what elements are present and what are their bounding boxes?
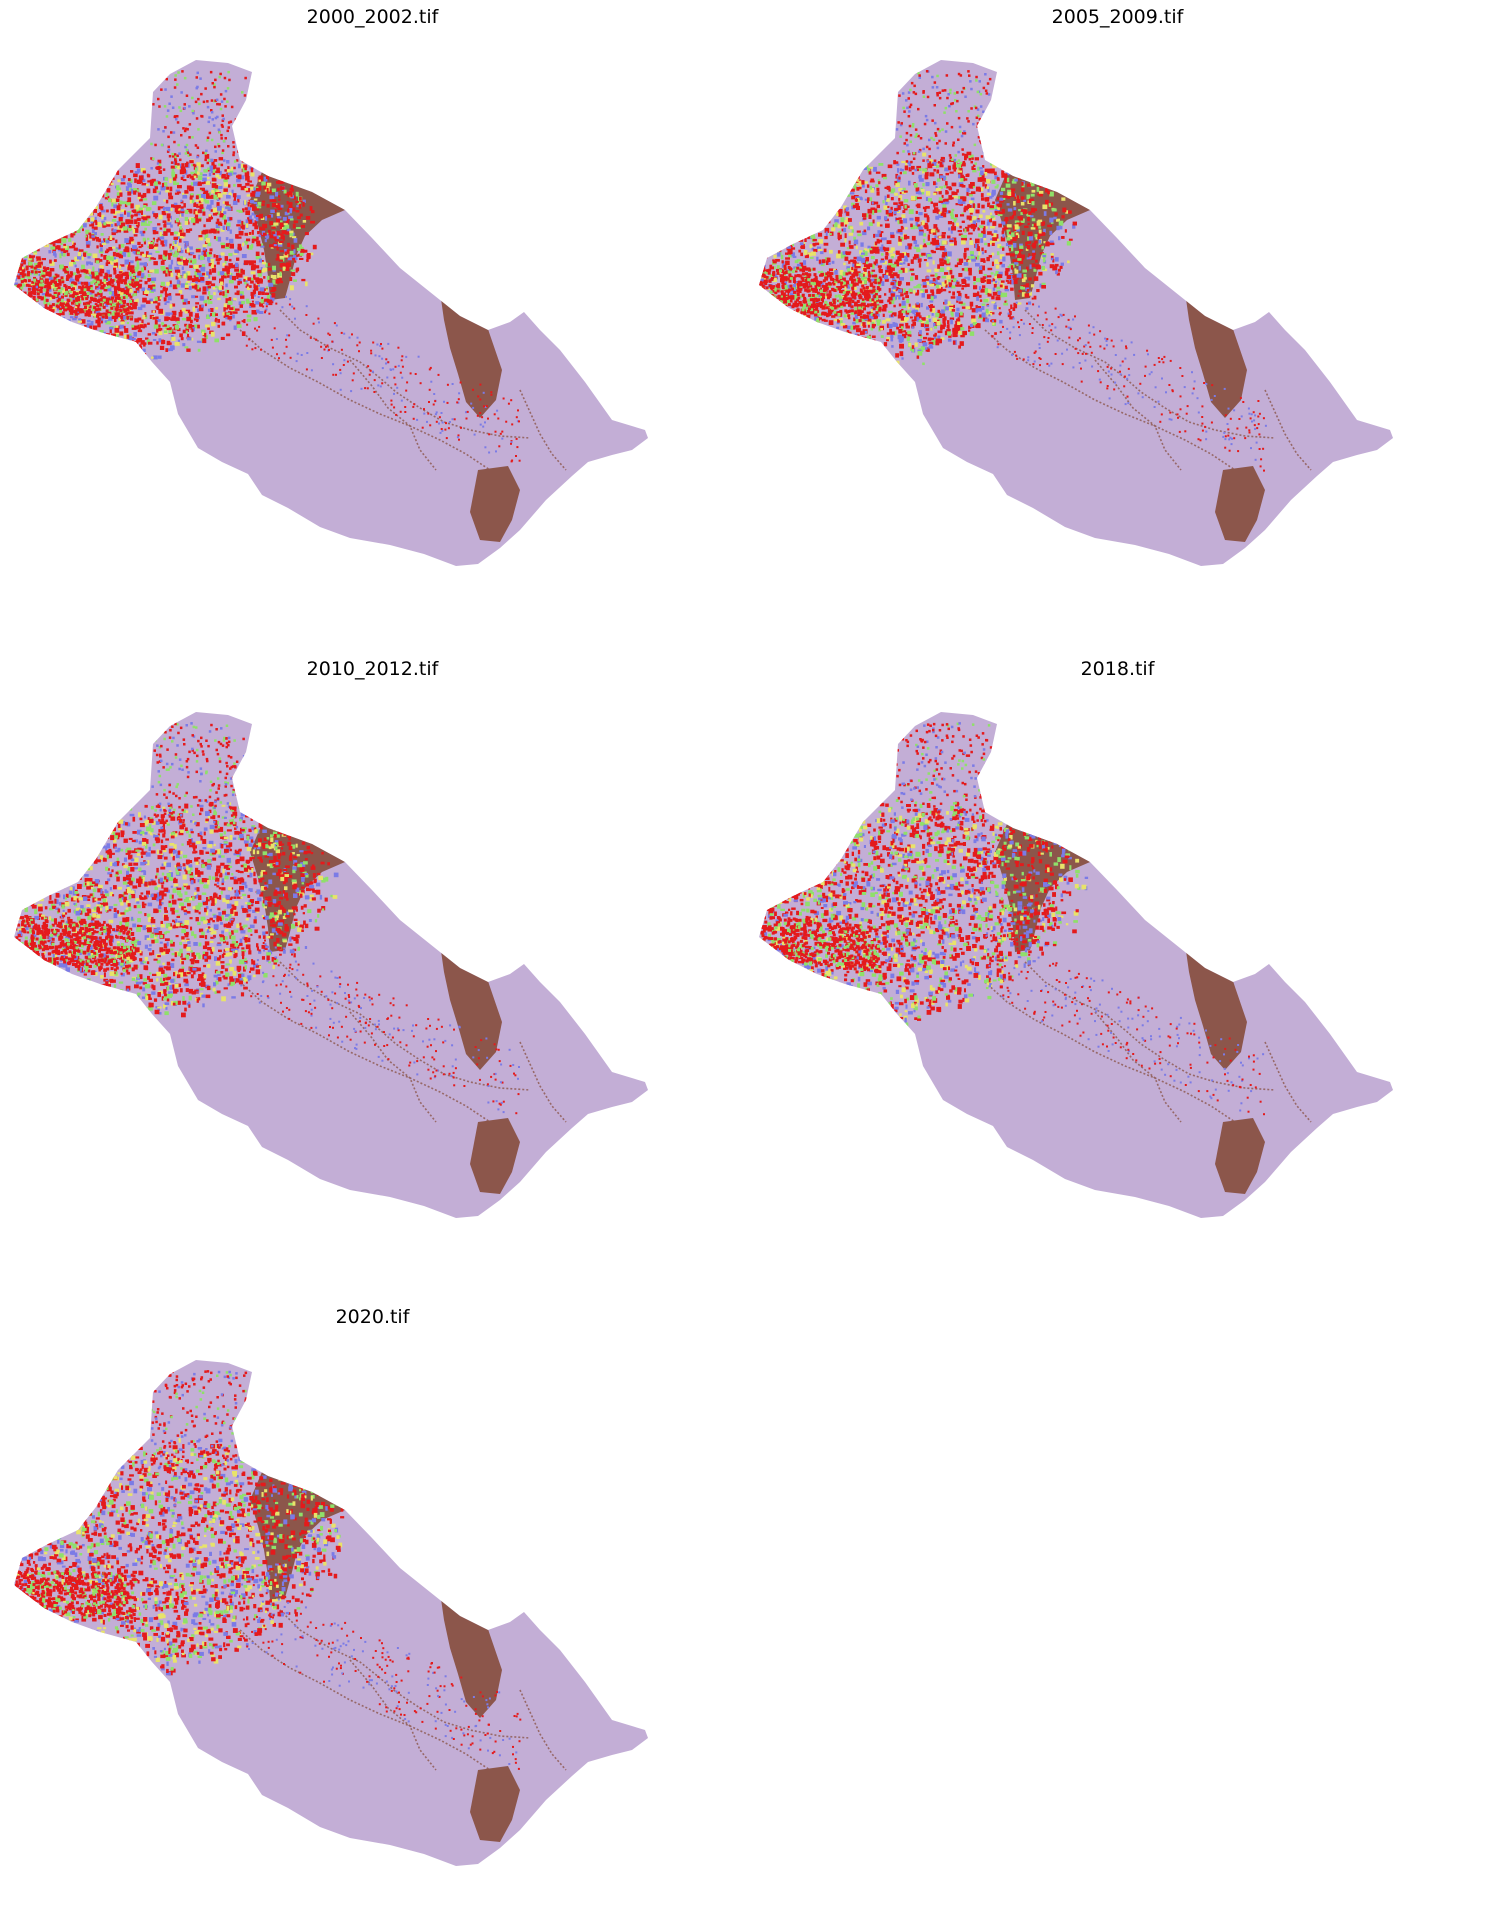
panel-title: 2005_2009.tif [745, 6, 1489, 28]
map-panel-2018: 2018.tif [745, 652, 1489, 1272]
map-panel-2005-2009: 2005_2009.tif [745, 0, 1489, 620]
land-cover-map [0, 30, 745, 590]
map-panel-2000-2002: 2000_2002.tif [0, 0, 745, 620]
map-panel-2020: 2020.tif [0, 1300, 745, 1920]
panel-title: 2010_2012.tif [0, 658, 745, 680]
land-cover-map [0, 1330, 745, 1890]
land-cover-map [0, 682, 745, 1242]
basin-outline [14, 712, 648, 1218]
land-cover-map [745, 682, 1489, 1242]
land-cover-map [745, 30, 1489, 590]
panel-title: 2000_2002.tif [0, 6, 745, 28]
panel-title: 2018.tif [745, 658, 1489, 680]
panel-title: 2020.tif [0, 1306, 745, 1328]
map-panel-2010-2012: 2010_2012.tif [0, 652, 745, 1272]
